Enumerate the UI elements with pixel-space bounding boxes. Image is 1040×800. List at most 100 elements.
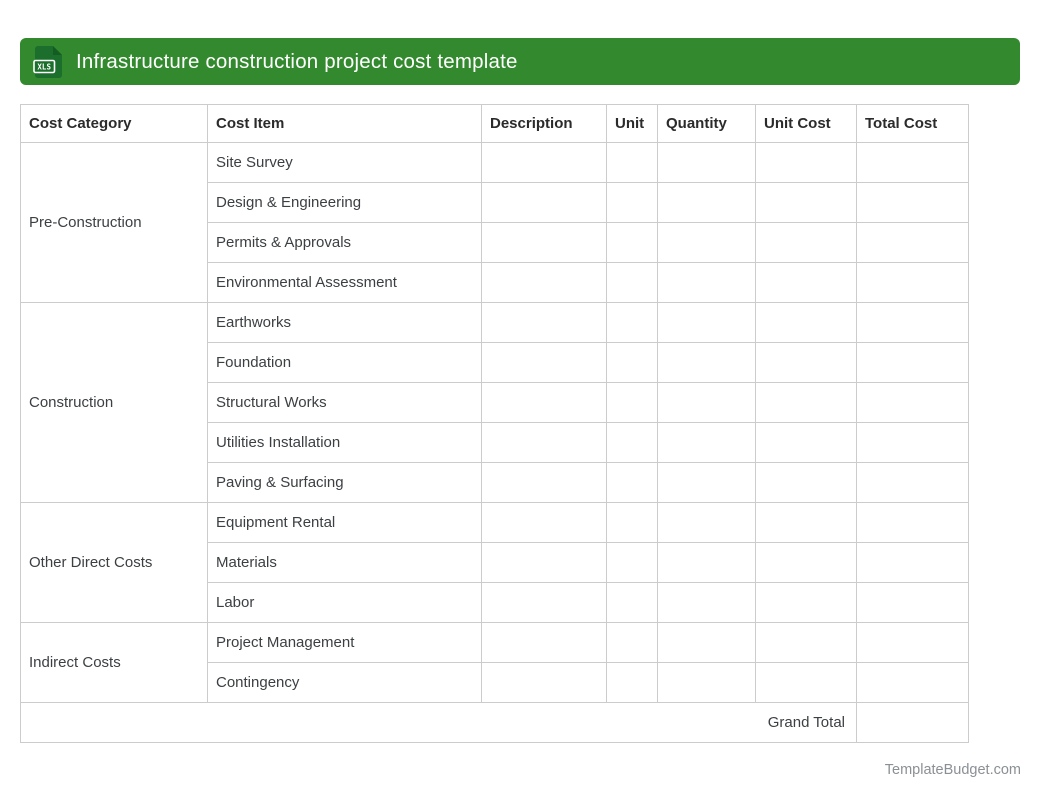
unit-cell <box>606 342 658 383</box>
unit-cost-cell <box>755 142 857 183</box>
unit-cell <box>606 462 658 503</box>
quantity-cell <box>657 302 756 343</box>
cost-item-cell: Utilities Installation <box>207 422 482 463</box>
description-cell <box>481 342 607 383</box>
quantity-cell <box>657 342 756 383</box>
xls-file-icon: XLS <box>33 45 63 79</box>
cost-item-cell: Design & Engineering <box>207 182 482 223</box>
total-cost-cell <box>856 182 969 223</box>
unit-cost-cell <box>755 662 857 703</box>
description-cell <box>481 302 607 343</box>
unit-cell <box>606 622 658 663</box>
total-cost-cell <box>856 542 969 583</box>
description-cell <box>481 662 607 703</box>
col-header-unit-cost: Unit Cost <box>755 104 857 143</box>
col-header-total-cost: Total Cost <box>856 104 969 143</box>
quantity-cell <box>657 262 756 303</box>
grand-total-row: Grand Total <box>20 702 969 743</box>
grand-total-label: Grand Total <box>20 702 857 743</box>
cost-item-cell: Structural Works <box>207 382 482 423</box>
total-cost-cell <box>856 622 969 663</box>
unit-cost-cell <box>755 382 857 423</box>
cost-template-table: Cost Category Cost Item Description Unit… <box>20 104 969 743</box>
unit-cost-cell <box>755 262 857 303</box>
cost-item-cell: Materials <box>207 542 482 583</box>
table-row: Construction Earthworks <box>20 302 969 503</box>
table-row: Pre-Construction Site Survey <box>20 142 969 303</box>
quantity-cell <box>657 422 756 463</box>
description-cell <box>481 622 607 663</box>
total-cost-cell <box>856 502 969 543</box>
unit-cost-cell <box>755 542 857 583</box>
unit-cell <box>606 182 658 223</box>
site-watermark: TemplateBudget.com <box>884 762 1021 778</box>
total-cost-cell <box>856 142 969 183</box>
cost-item-cell: Site Survey <box>207 142 482 183</box>
description-cell <box>481 542 607 583</box>
unit-cost-cell <box>755 422 857 463</box>
description-cell <box>481 462 607 503</box>
unit-cost-cell <box>755 462 857 503</box>
unit-cost-cell <box>755 222 857 263</box>
quantity-cell <box>657 382 756 423</box>
cost-item-cell: Contingency <box>207 662 482 703</box>
unit-cell <box>606 502 658 543</box>
description-cell <box>481 262 607 303</box>
cost-item-cell: Earthworks <box>207 302 482 343</box>
unit-cell <box>606 582 658 623</box>
col-header-unit: Unit <box>606 104 658 143</box>
total-cost-cell <box>856 342 969 383</box>
cost-item-cell: Permits & Approvals <box>207 222 482 263</box>
unit-cell <box>606 142 658 183</box>
description-cell <box>481 582 607 623</box>
table-row: Permits & Approvals <box>21 222 969 263</box>
description-cell <box>481 182 607 223</box>
quantity-cell <box>657 622 756 663</box>
unit-cell <box>606 302 658 343</box>
cost-item-cell: Environmental Assessment <box>207 262 482 303</box>
quantity-cell <box>657 462 756 503</box>
category-cell: Construction <box>20 302 208 503</box>
table-row: Labor <box>21 582 969 623</box>
quantity-cell <box>657 662 756 703</box>
title-bar: XLS Infrastructure construction project … <box>20 38 1020 85</box>
quantity-cell <box>657 502 756 543</box>
cost-item-cell: Equipment Rental <box>207 502 482 543</box>
header-row: Cost Category Cost Item Description Unit… <box>20 104 969 143</box>
description-cell <box>481 422 607 463</box>
unit-cell <box>606 422 658 463</box>
total-cost-cell <box>856 222 969 263</box>
cost-item-cell: Project Management <box>207 622 482 663</box>
total-cost-cell <box>856 302 969 343</box>
unit-cost-cell <box>755 582 857 623</box>
description-cell <box>481 142 607 183</box>
col-header-description: Description <box>481 104 607 143</box>
total-cost-cell <box>856 382 969 423</box>
total-cost-cell <box>856 662 969 703</box>
total-cost-cell <box>856 462 969 503</box>
quantity-cell <box>657 542 756 583</box>
unit-cost-cell <box>755 502 857 543</box>
cost-item-cell: Paving & Surfacing <box>207 462 482 503</box>
unit-cost-cell <box>755 622 857 663</box>
total-cost-cell <box>856 262 969 303</box>
col-header-cost-item: Cost Item <box>207 104 482 143</box>
description-cell <box>481 382 607 423</box>
category-cell: Other Direct Costs <box>20 502 208 623</box>
description-cell <box>481 502 607 543</box>
quantity-cell <box>657 582 756 623</box>
table-row: Paving & Surfacing <box>21 462 969 503</box>
unit-cost-cell <box>755 182 857 223</box>
unit-cell <box>606 382 658 423</box>
table-row: Contingency <box>21 662 969 703</box>
unit-cost-cell <box>755 302 857 343</box>
table-row: Other Direct Costs Equipment Rental <box>20 502 969 623</box>
quantity-cell <box>657 182 756 223</box>
unit-cost-cell <box>755 342 857 383</box>
unit-cell <box>606 662 658 703</box>
unit-cell <box>606 542 658 583</box>
total-cost-cell <box>856 422 969 463</box>
quantity-cell <box>657 222 756 263</box>
unit-cell <box>606 222 658 263</box>
category-cell: Indirect Costs <box>20 622 208 703</box>
